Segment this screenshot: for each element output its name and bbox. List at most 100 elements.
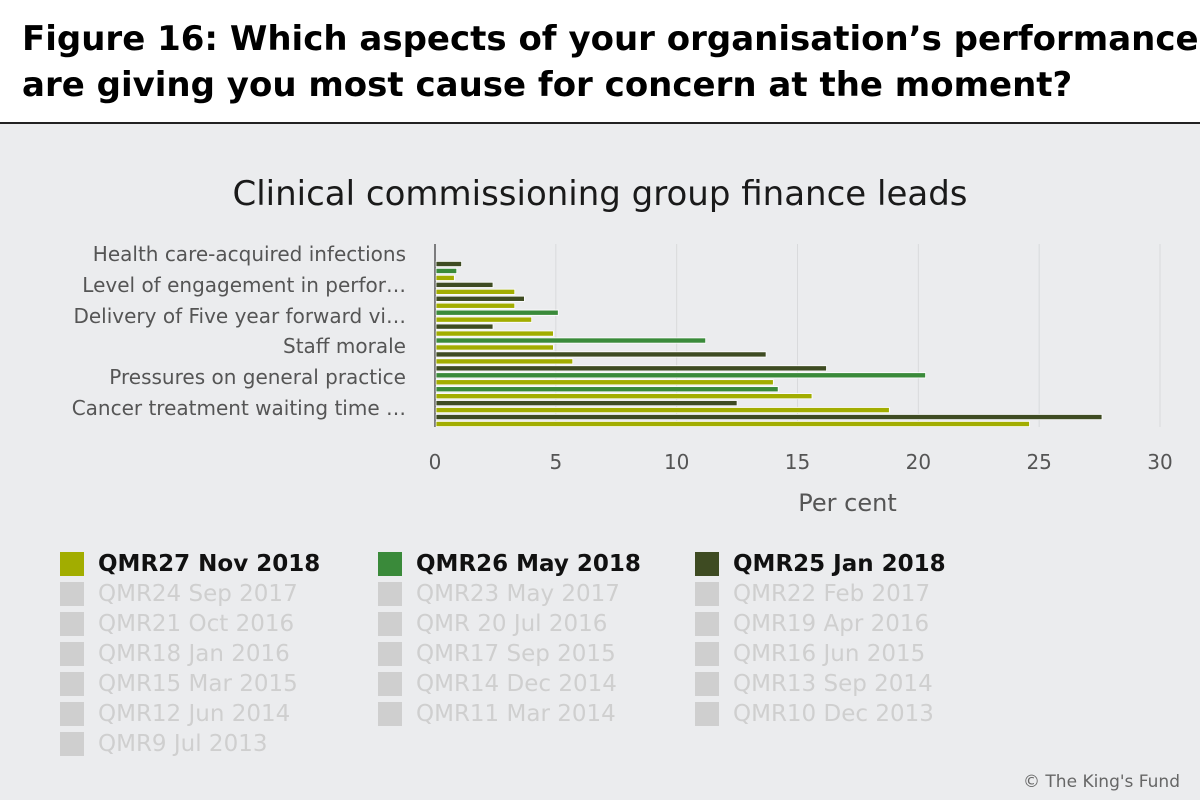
legend-label: QMR17 Sep 2015 [416, 641, 616, 667]
bar [435, 288, 516, 295]
legend-item[interactable]: QMR13 Sep 2014 [695, 670, 933, 698]
legend-swatch [60, 642, 84, 666]
bar [435, 400, 738, 407]
legend-swatch [695, 702, 719, 726]
legend-swatch [695, 672, 719, 696]
legend-label: QMR13 Sep 2014 [733, 671, 933, 697]
x-tick-label: 25 [1026, 450, 1051, 474]
x-tick-label: 20 [906, 450, 931, 474]
legend-item[interactable]: QMR24 Sep 2017 [60, 580, 298, 608]
legend-label: QMR10 Dec 2013 [733, 701, 934, 727]
bar [435, 316, 533, 323]
legend-item[interactable]: QMR18 Jan 2016 [60, 640, 290, 668]
legend-swatch [378, 612, 402, 636]
x-tick-label: 0 [429, 450, 442, 474]
bar [435, 274, 455, 281]
legend-item[interactable]: QMR15 Mar 2015 [60, 670, 298, 698]
chart-area: Clinical commissioning group finance lea… [0, 124, 1200, 800]
x-tick-label: 10 [664, 450, 689, 474]
figure-title: Figure 16: Which aspects of your organis… [22, 16, 1200, 120]
bar [435, 260, 462, 267]
bar [435, 302, 516, 309]
legend-swatch [378, 672, 402, 696]
bar [435, 420, 1030, 427]
x-axis-title: Per cent [798, 489, 896, 517]
legend-label: QMR21 Oct 2016 [98, 611, 295, 637]
legend-label: QMR9 Jul 2013 [98, 731, 268, 757]
legend-swatch [60, 582, 84, 606]
bar [435, 393, 813, 400]
legend-swatch [60, 732, 84, 756]
bar [435, 351, 767, 358]
legend-item[interactable]: QMR11 Mar 2014 [378, 700, 616, 728]
legend-label: QMR25 Jan 2018 [733, 551, 946, 577]
legend-swatch [378, 582, 402, 606]
category-label: Staff morale [283, 334, 406, 358]
legend-item[interactable]: QMR14 Dec 2014 [378, 670, 617, 698]
chart-title: Clinical commissioning group finance lea… [232, 174, 968, 214]
legend-swatch [695, 582, 719, 606]
legend-item[interactable]: QMR19 Apr 2016 [695, 610, 929, 638]
legend-item[interactable]: QMR22 Feb 2017 [695, 580, 930, 608]
bar [435, 309, 559, 316]
bar [435, 358, 574, 365]
bar [435, 267, 458, 274]
x-tick-label: 5 [549, 450, 562, 474]
bar-chart: 0 5 10 15 20 25 30 Per cent Health care-acquired… [72, 242, 1173, 517]
bar [435, 407, 890, 414]
x-tick-label: 15 [785, 450, 810, 474]
title-divider [0, 122, 1200, 124]
bar [435, 337, 707, 344]
figure-title-line-2: are giving you most cause for concern at… [22, 65, 1073, 105]
category-label: Cancer treatment waiting time … [72, 396, 406, 420]
bar [435, 344, 554, 351]
legend-item[interactable]: QMR12 Jun 2014 [60, 700, 290, 728]
legend-label: QMR 20 Jul 2016 [416, 611, 608, 637]
legend-label: QMR19 Apr 2016 [733, 611, 930, 637]
legend-swatch [695, 552, 719, 576]
legend-label: QMR23 May 2017 [416, 581, 620, 607]
bar [435, 330, 554, 337]
legend-label: QMR27 Nov 2018 [98, 551, 321, 577]
legend-label: QMR16 Jun 2015 [733, 641, 926, 667]
category-label: Level of engagement in perfor… [82, 273, 406, 297]
legend-label: QMR18 Jan 2016 [98, 641, 290, 667]
legend-swatch [378, 552, 402, 576]
figure-title-line-1: Figure 16: Which aspects of your organis… [22, 19, 1199, 59]
legend-item[interactable]: QMR25 Jan 2018 [695, 550, 946, 578]
bar [435, 379, 774, 386]
bar [435, 372, 926, 379]
bar [435, 414, 1103, 421]
bar [435, 386, 779, 393]
legend-item[interactable]: QMR26 May 2018 [378, 550, 641, 578]
legend-swatch [60, 612, 84, 636]
legend-swatch [60, 552, 84, 576]
legend-swatch [695, 612, 719, 636]
legend-item[interactable]: QMR 20 Jul 2016 [378, 610, 607, 638]
bar [435, 323, 494, 330]
legend-item[interactable]: QMR27 Nov 2018 [60, 550, 320, 578]
legend-label: QMR14 Dec 2014 [416, 671, 617, 697]
legend-swatch [378, 642, 402, 666]
legend-label: QMR26 May 2018 [416, 551, 641, 577]
category-label: Health care-acquired infections [93, 242, 406, 266]
x-tick-label: 30 [1147, 450, 1172, 474]
legend-item[interactable]: QMR21 Oct 2016 [60, 610, 294, 638]
legend-swatch [60, 672, 84, 696]
legend-item[interactable]: QMR9 Jul 2013 [60, 730, 267, 758]
legend-item[interactable]: QMR23 May 2017 [378, 580, 620, 608]
copyright-credit: © The King's Fund [1023, 772, 1180, 792]
category-label: Delivery of Five year forward vi… [73, 304, 406, 328]
legend-label: QMR11 Mar 2014 [416, 701, 616, 727]
legend-swatch [60, 702, 84, 726]
legend-label: QMR22 Feb 2017 [733, 581, 931, 607]
legend-label: QMR12 Jun 2014 [98, 701, 291, 727]
legend-item[interactable]: QMR10 Dec 2013 [695, 700, 934, 728]
bar [435, 281, 494, 288]
legend-item[interactable]: QMR17 Sep 2015 [378, 640, 616, 668]
bar [435, 295, 525, 302]
legend-item[interactable]: QMR16 Jun 2015 [695, 640, 925, 668]
legend-label: QMR15 Mar 2015 [98, 671, 298, 697]
bar [435, 365, 827, 372]
legend-swatch [695, 642, 719, 666]
